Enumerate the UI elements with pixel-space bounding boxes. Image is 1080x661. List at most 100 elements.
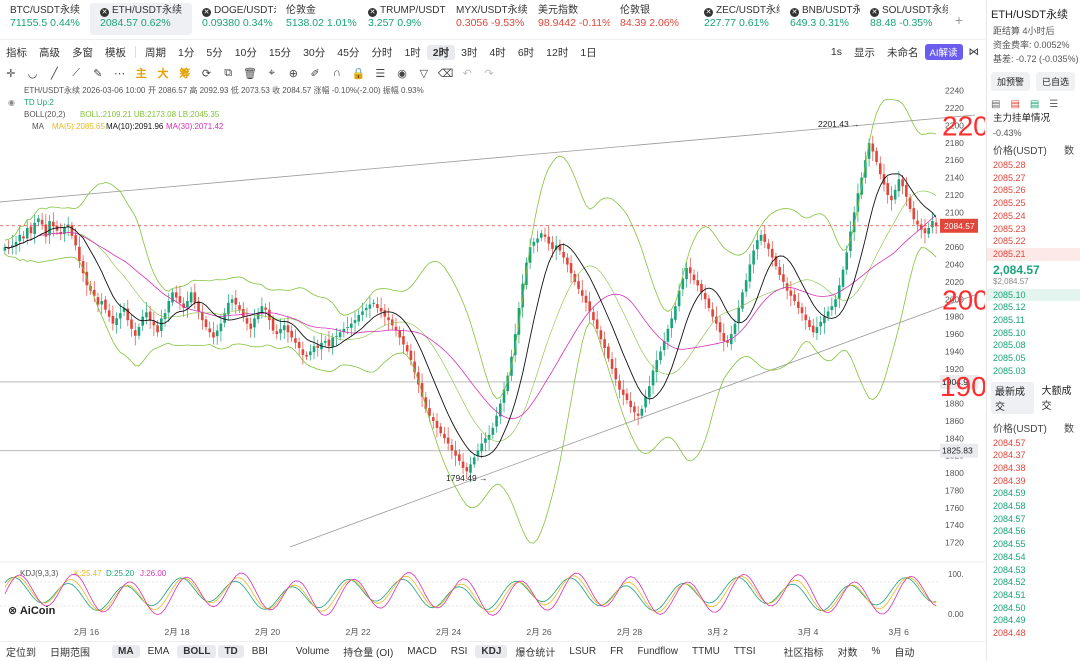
bid-row[interactable]: 2085.03: [987, 365, 1080, 378]
curve-icon[interactable]: ◡: [27, 67, 38, 80]
add-alert-button[interactable]: 加预警: [991, 72, 1031, 91]
main-ind-BBI[interactable]: BBI: [251, 646, 268, 657]
sub-ind-KDJ[interactable]: KDJ: [475, 645, 508, 658]
main-ind-EMA[interactable]: EMA: [147, 646, 170, 657]
magnet-icon[interactable]: ∩: [332, 67, 341, 79]
tab-large-trades[interactable]: 大额成交: [1041, 385, 1072, 412]
bottom-right-0[interactable]: 社区指标: [783, 648, 824, 659]
period-15分[interactable]: 15分: [268, 46, 292, 59]
date-range-button[interactable]: 日期范围: [50, 648, 90, 659]
trendline-upper[interactable]: [0, 114, 976, 203]
trash-icon[interactable]: ⌫: [437, 67, 454, 80]
orderbook-bid-icon[interactable]: ▤: [1029, 99, 1040, 110]
main-ind-TD[interactable]: TD: [218, 645, 244, 658]
period-1时[interactable]: 1时: [404, 46, 421, 59]
filter-icon[interactable]: ▽: [419, 67, 429, 80]
sub-ind-LSUR[interactable]: LSUR: [569, 646, 597, 657]
ticker-5[interactable]: MYX/USDT永续 0.3056 -9.53%: [446, 0, 528, 36]
bid-row[interactable]: 2085.08: [987, 339, 1080, 352]
ask-row[interactable]: 2085.21: [987, 247, 1080, 261]
bid-row[interactable]: 2085.10: [987, 288, 1080, 302]
ticker-4[interactable]: ✕TRUMP/USDT永3.257 0.9%: [358, 0, 446, 36]
period-30分[interactable]: 30分: [303, 46, 326, 59]
bottom-right-1[interactable]: 对数: [837, 648, 858, 659]
price-annotation[interactable]: 1900: [940, 371, 985, 402]
delete-icon[interactable]: 🗑: [242, 67, 257, 80]
layers-icon[interactable]: ☰: [375, 67, 386, 80]
zoom-tool-icon[interactable]: ⊕: [288, 67, 299, 80]
ask-row[interactable]: 2085.23: [987, 223, 1080, 236]
toolbar-2[interactable]: 多窗: [72, 46, 93, 59]
tab-latest-trades[interactable]: 最新成交: [991, 381, 1034, 414]
locate-button[interactable]: 定位到: [6, 648, 36, 659]
period-10分[interactable]: 10分: [234, 46, 257, 59]
period-分时[interactable]: 分时: [371, 46, 393, 59]
redo-icon[interactable]: ↷: [484, 67, 494, 80]
brush-icon[interactable]: ✎: [93, 67, 103, 80]
sub-ind-爆仓统计[interactable]: 爆仓统计: [515, 648, 556, 659]
chip-toggle[interactable]: 筹: [179, 68, 191, 80]
price-annotation[interactable]: 2200: [942, 110, 985, 141]
ticker-9[interactable]: ✕BNB/USDT永续649.3 0.31%: [780, 0, 860, 36]
period-1分[interactable]: 1分: [178, 46, 195, 59]
orderbook-ask-icon[interactable]: ▤: [1010, 99, 1020, 110]
sub-ind-Fundflow[interactable]: Fundflow: [637, 646, 679, 657]
price-annotation[interactable]: 2000: [942, 284, 985, 315]
ask-row[interactable]: 2085.22: [987, 235, 1080, 248]
toolbar-3[interactable]: 模板: [105, 46, 126, 59]
period-2时[interactable]: 2时: [426, 44, 456, 60]
bid-row[interactable]: 2085.11: [987, 314, 1080, 327]
sub-ind-RSI[interactable]: RSI: [450, 646, 468, 657]
ticker-0[interactable]: BTC/USDT永续 71155.5 0.44%: [0, 0, 90, 36]
toolbar-1[interactable]: 高级: [39, 46, 60, 59]
period-label[interactable]: 周期: [145, 46, 166, 59]
period-1日[interactable]: 1日: [580, 46, 597, 59]
sub-ind-TTMU[interactable]: TTMU: [692, 646, 720, 657]
ticker-3[interactable]: 伦敦金 5138.02 1.01%: [276, 0, 358, 36]
ticker-10[interactable]: ✕ SOL/USDT永续 88.48 -0.35%: [860, 0, 948, 36]
trendline-lower[interactable]: [289, 294, 976, 548]
text-tool-icon[interactable]: ⌖: [268, 66, 275, 79]
added-watchlist-button[interactable]: 已自选: [1036, 72, 1076, 91]
period-6时[interactable]: 6时: [517, 46, 535, 59]
bid-row[interactable]: 2085.05: [987, 352, 1080, 365]
toolbar-right-1[interactable]: 显示: [854, 46, 876, 59]
toolbar-0[interactable]: 指标: [6, 46, 27, 59]
ai-interpret-button[interactable]: AI解读: [924, 44, 963, 60]
price-chart[interactable]: 1720174017601780180018201840186018801900…: [0, 82, 985, 640]
ticker-7[interactable]: 伦敦银 84.39 2.06%: [610, 0, 694, 36]
sub-ind-MACD[interactable]: MACD: [407, 646, 437, 657]
period-4时[interactable]: 4时: [489, 46, 506, 59]
main-ind-BOLL[interactable]: BOLL: [177, 645, 217, 658]
bottom-right-2[interactable]: %: [871, 646, 881, 657]
pen-icon[interactable]: ✐: [310, 67, 320, 80]
main-force-toggle[interactable]: 主: [135, 68, 147, 80]
large-order-toggle[interactable]: 大: [157, 68, 169, 80]
ticker-8[interactable]: ✕ ZEC/USDT永续 227.77 0.61%: [694, 0, 780, 36]
bottom-right-3[interactable]: 自动: [894, 648, 915, 659]
bid-row[interactable]: 2085.10: [987, 327, 1080, 340]
add-ticker-icon[interactable]: +: [954, 12, 963, 28]
sub-ind-TTSI[interactable]: TTSI: [733, 646, 756, 657]
period-45分[interactable]: 45分: [337, 46, 360, 59]
ray-icon[interactable]: ⟋: [72, 66, 80, 79]
period-5分[interactable]: 5分: [206, 46, 223, 59]
ask-row[interactable]: 2085.25: [987, 197, 1080, 210]
ask-row[interactable]: 2085.24: [987, 210, 1080, 223]
ticker-1[interactable]: ✕ ETH/USDT永续 2084.57 0.62%: [90, 3, 192, 35]
lock-icon[interactable]: 🔒: [351, 67, 366, 80]
node-icon[interactable]: ⋯: [114, 67, 126, 80]
eye-icon[interactable]: ◉: [397, 67, 407, 80]
undo-icon[interactable]: ↶: [462, 67, 472, 80]
sub-ind-持仓量 (OI)[interactable]: 持仓量 (OI): [343, 648, 394, 659]
period-3时[interactable]: 3时: [461, 46, 478, 59]
copy-icon[interactable]: ⧉: [224, 66, 233, 79]
sync-icon[interactable]: ⟳: [201, 67, 212, 80]
ask-row[interactable]: 2085.26: [987, 184, 1080, 197]
ticker-2[interactable]: ✕DOGE/USDT永0.09380 0.34%: [192, 0, 276, 36]
toolbar-right-0[interactable]: 1s: [830, 46, 843, 58]
bid-row[interactable]: 2085.12: [987, 301, 1080, 314]
orderbook-list-icon[interactable]: ☰: [1049, 99, 1059, 110]
line-icon[interactable]: ╱: [51, 67, 58, 80]
main-ind-MA[interactable]: MA: [112, 645, 140, 658]
